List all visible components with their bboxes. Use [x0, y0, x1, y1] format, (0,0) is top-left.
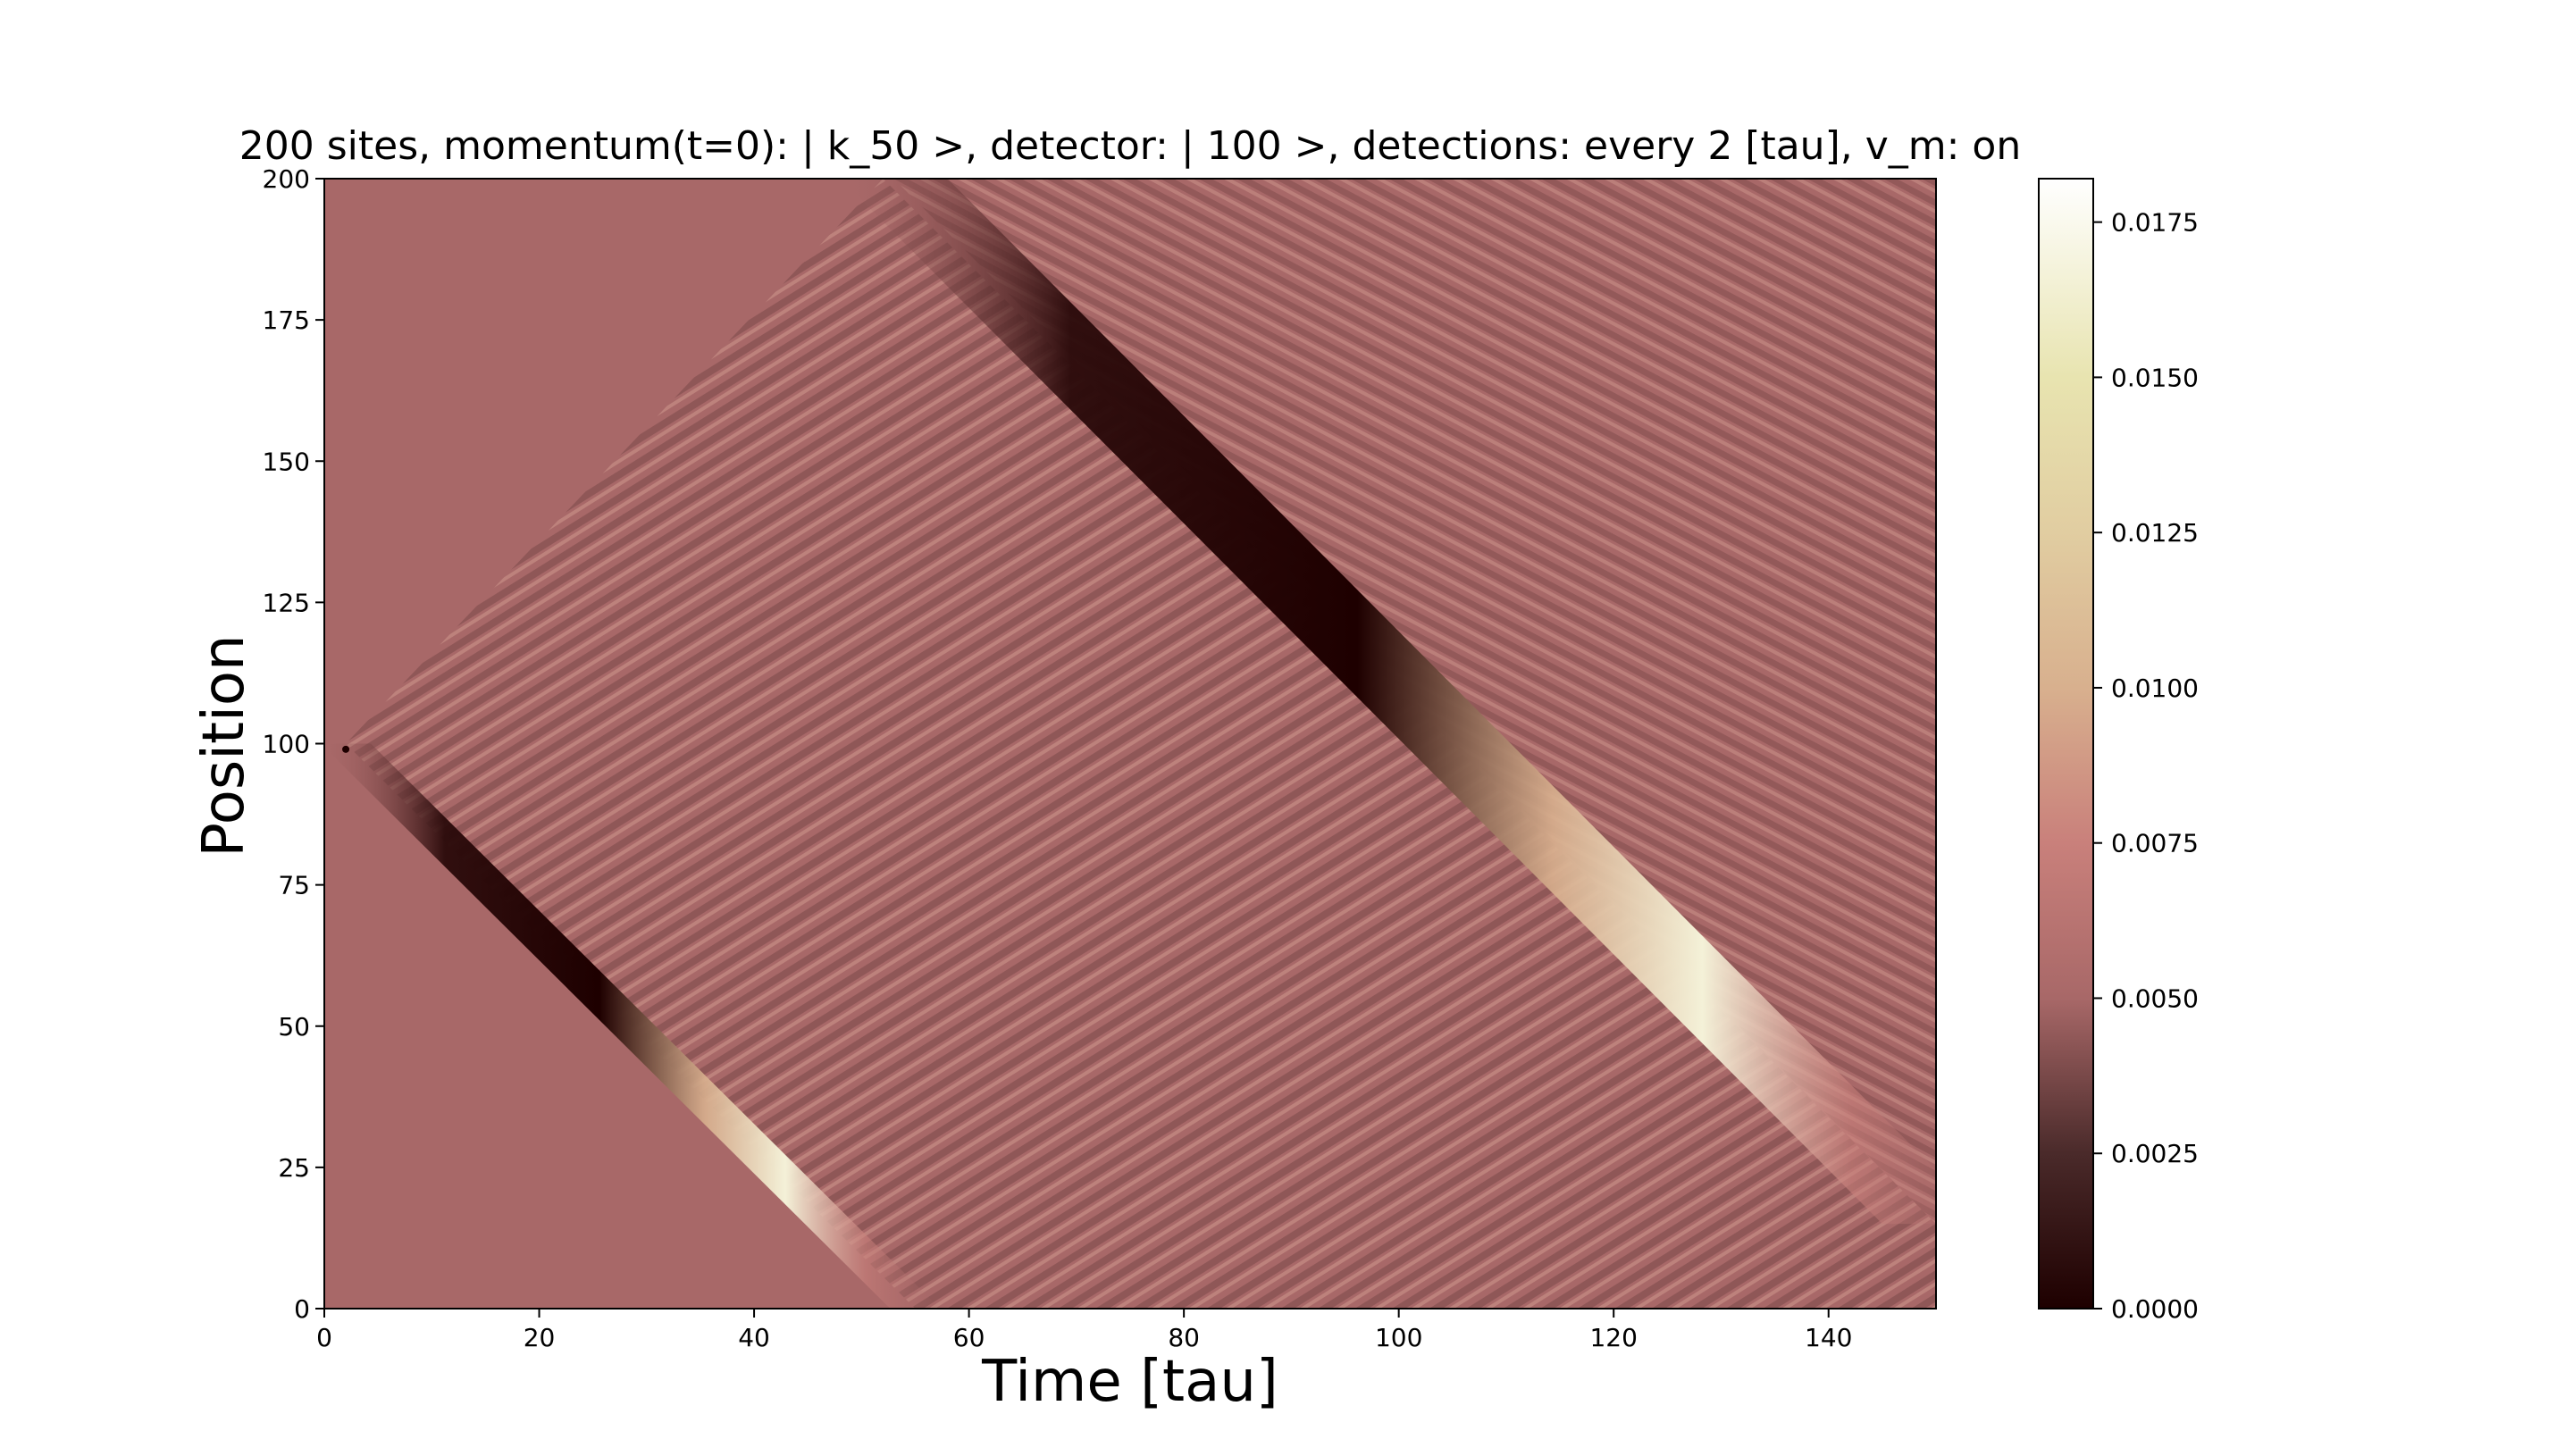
y-tick-label: 25	[278, 1153, 310, 1183]
colorbar-tick-label: 0.0150	[2111, 363, 2199, 392]
y-tick-label: 75	[278, 871, 310, 900]
heatmap-interference-region-upper	[883, 179, 1936, 1309]
x-axis-label: Time [tau]	[981, 1349, 1278, 1415]
heatmap-detector-site	[342, 745, 350, 753]
y-tick-label: 150	[263, 447, 310, 476]
y-axis: 0 25 50 75 100 125 150 175 200	[263, 164, 324, 1324]
y-tick-label: 100	[263, 730, 310, 759]
colorbar-tick-label: 0.0050	[2111, 983, 2199, 1013]
y-tick-label: 50	[278, 1012, 310, 1042]
x-tick-label: 120	[1589, 1323, 1637, 1352]
x-tick-label: 140	[1805, 1323, 1852, 1352]
x-tick-label: 20	[524, 1323, 556, 1352]
y-tick-label: 0	[294, 1294, 310, 1324]
colorbar-tick-label: 0.0025	[2111, 1139, 2199, 1168]
colorbar-tick-label: 0.0125	[2111, 518, 2199, 548]
y-tick-label: 175	[263, 305, 310, 335]
heatmap-interference-region-lower	[346, 179, 1936, 1309]
x-tick-label: 0	[316, 1323, 332, 1352]
colorbar-tick-label: 0.0100	[2111, 674, 2199, 703]
heatmap-peak-band-upper	[840, 179, 1936, 1225]
colorbar-tick-label: 0.0175	[2111, 208, 2199, 238]
colorbar-ticks: 0.0000 0.0025 0.0050 0.0075 0.0100 0.0125 0.01…	[2093, 208, 2199, 1324]
y-tick-label: 125	[263, 588, 310, 617]
colorbar-tick-label: 0.0075	[2111, 829, 2199, 858]
y-tick-label: 200	[263, 164, 310, 194]
x-tick-label: 40	[738, 1323, 770, 1352]
x-tick-label: 80	[1168, 1323, 1200, 1352]
heatmap-peak-band-lower	[324, 743, 941, 1309]
chart-title: 200 sites, momentum(t=0): | k_50 >, dete…	[239, 123, 2021, 169]
plot-area	[324, 179, 1936, 1309]
colorbar-tick-label: 0.0000	[2111, 1294, 2199, 1324]
colorbar-gradient	[2038, 178, 2094, 1310]
y-axis-label: Position	[191, 634, 257, 857]
x-tick-label: 60	[953, 1323, 985, 1352]
x-axis: 0 20 40 60 80 100 120 140	[316, 1309, 1852, 1352]
colorbar: 0.0000 0.0025 0.0050 0.0075 0.0100 0.0125 0.01…	[2038, 178, 2199, 1324]
x-tick-label: 100	[1375, 1323, 1422, 1352]
